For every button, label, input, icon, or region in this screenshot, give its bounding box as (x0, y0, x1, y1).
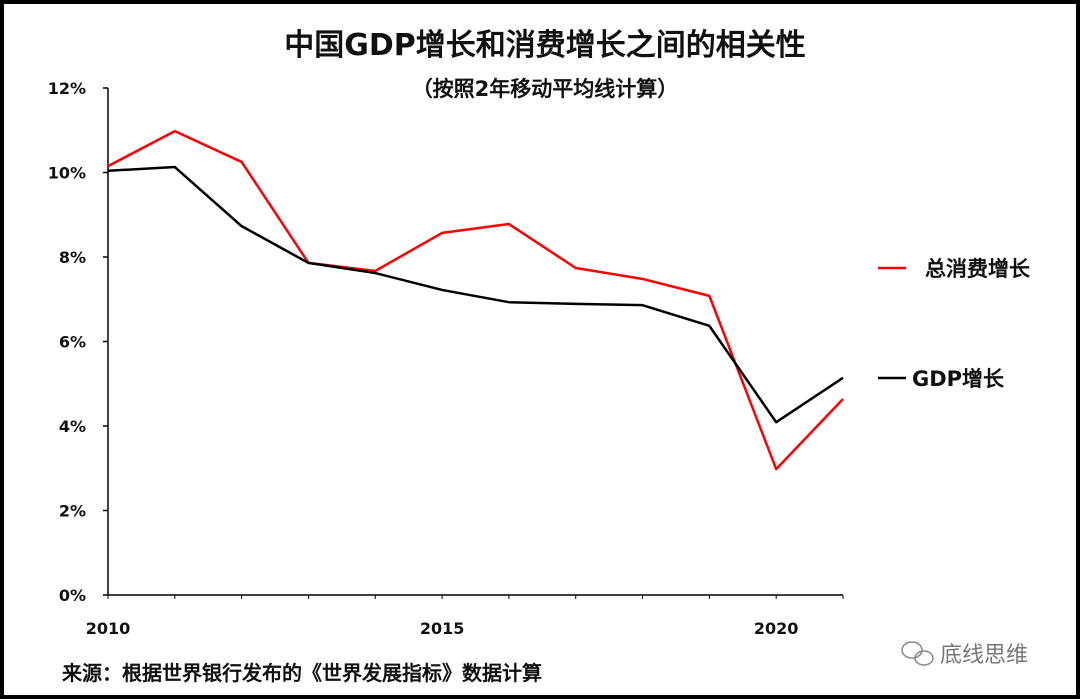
x-tick-label: 2015 (420, 619, 465, 638)
legend-item-0: 总消费增长 (878, 257, 1031, 281)
series-line-1 (107, 165, 844, 424)
legend-label: GDP增长 (912, 367, 1005, 391)
series-line-0 (107, 129, 844, 471)
legend-item-1: GDP增长 (878, 367, 1005, 391)
y-tick-label: 0% (59, 586, 86, 605)
y-tick-label: 6% (59, 333, 86, 352)
x-tick-label: 2010 (86, 619, 131, 638)
x-tick-label: 2020 (754, 619, 799, 638)
y-tick-label: 8% (59, 248, 86, 267)
chart-subtitle: （按照2年移动平均线计算） (412, 77, 679, 101)
watermark: 底线思维 (901, 641, 1028, 668)
legend-label: 总消费增长 (925, 257, 1031, 281)
y-tick-label: 2% (59, 502, 86, 521)
y-tick-label: 12% (48, 79, 86, 98)
source-note: 来源：根据世界银行发布的《世界发展指标》数据计算 (61, 661, 542, 685)
y-tick-label: 10% (48, 164, 86, 183)
y-tick-label: 4% (59, 417, 86, 436)
chart-title: 中国GDP增长和消费增长之间的相关性 (284, 28, 806, 63)
watermark-text: 底线思维 (940, 643, 1028, 668)
wechat-icon (901, 641, 934, 666)
